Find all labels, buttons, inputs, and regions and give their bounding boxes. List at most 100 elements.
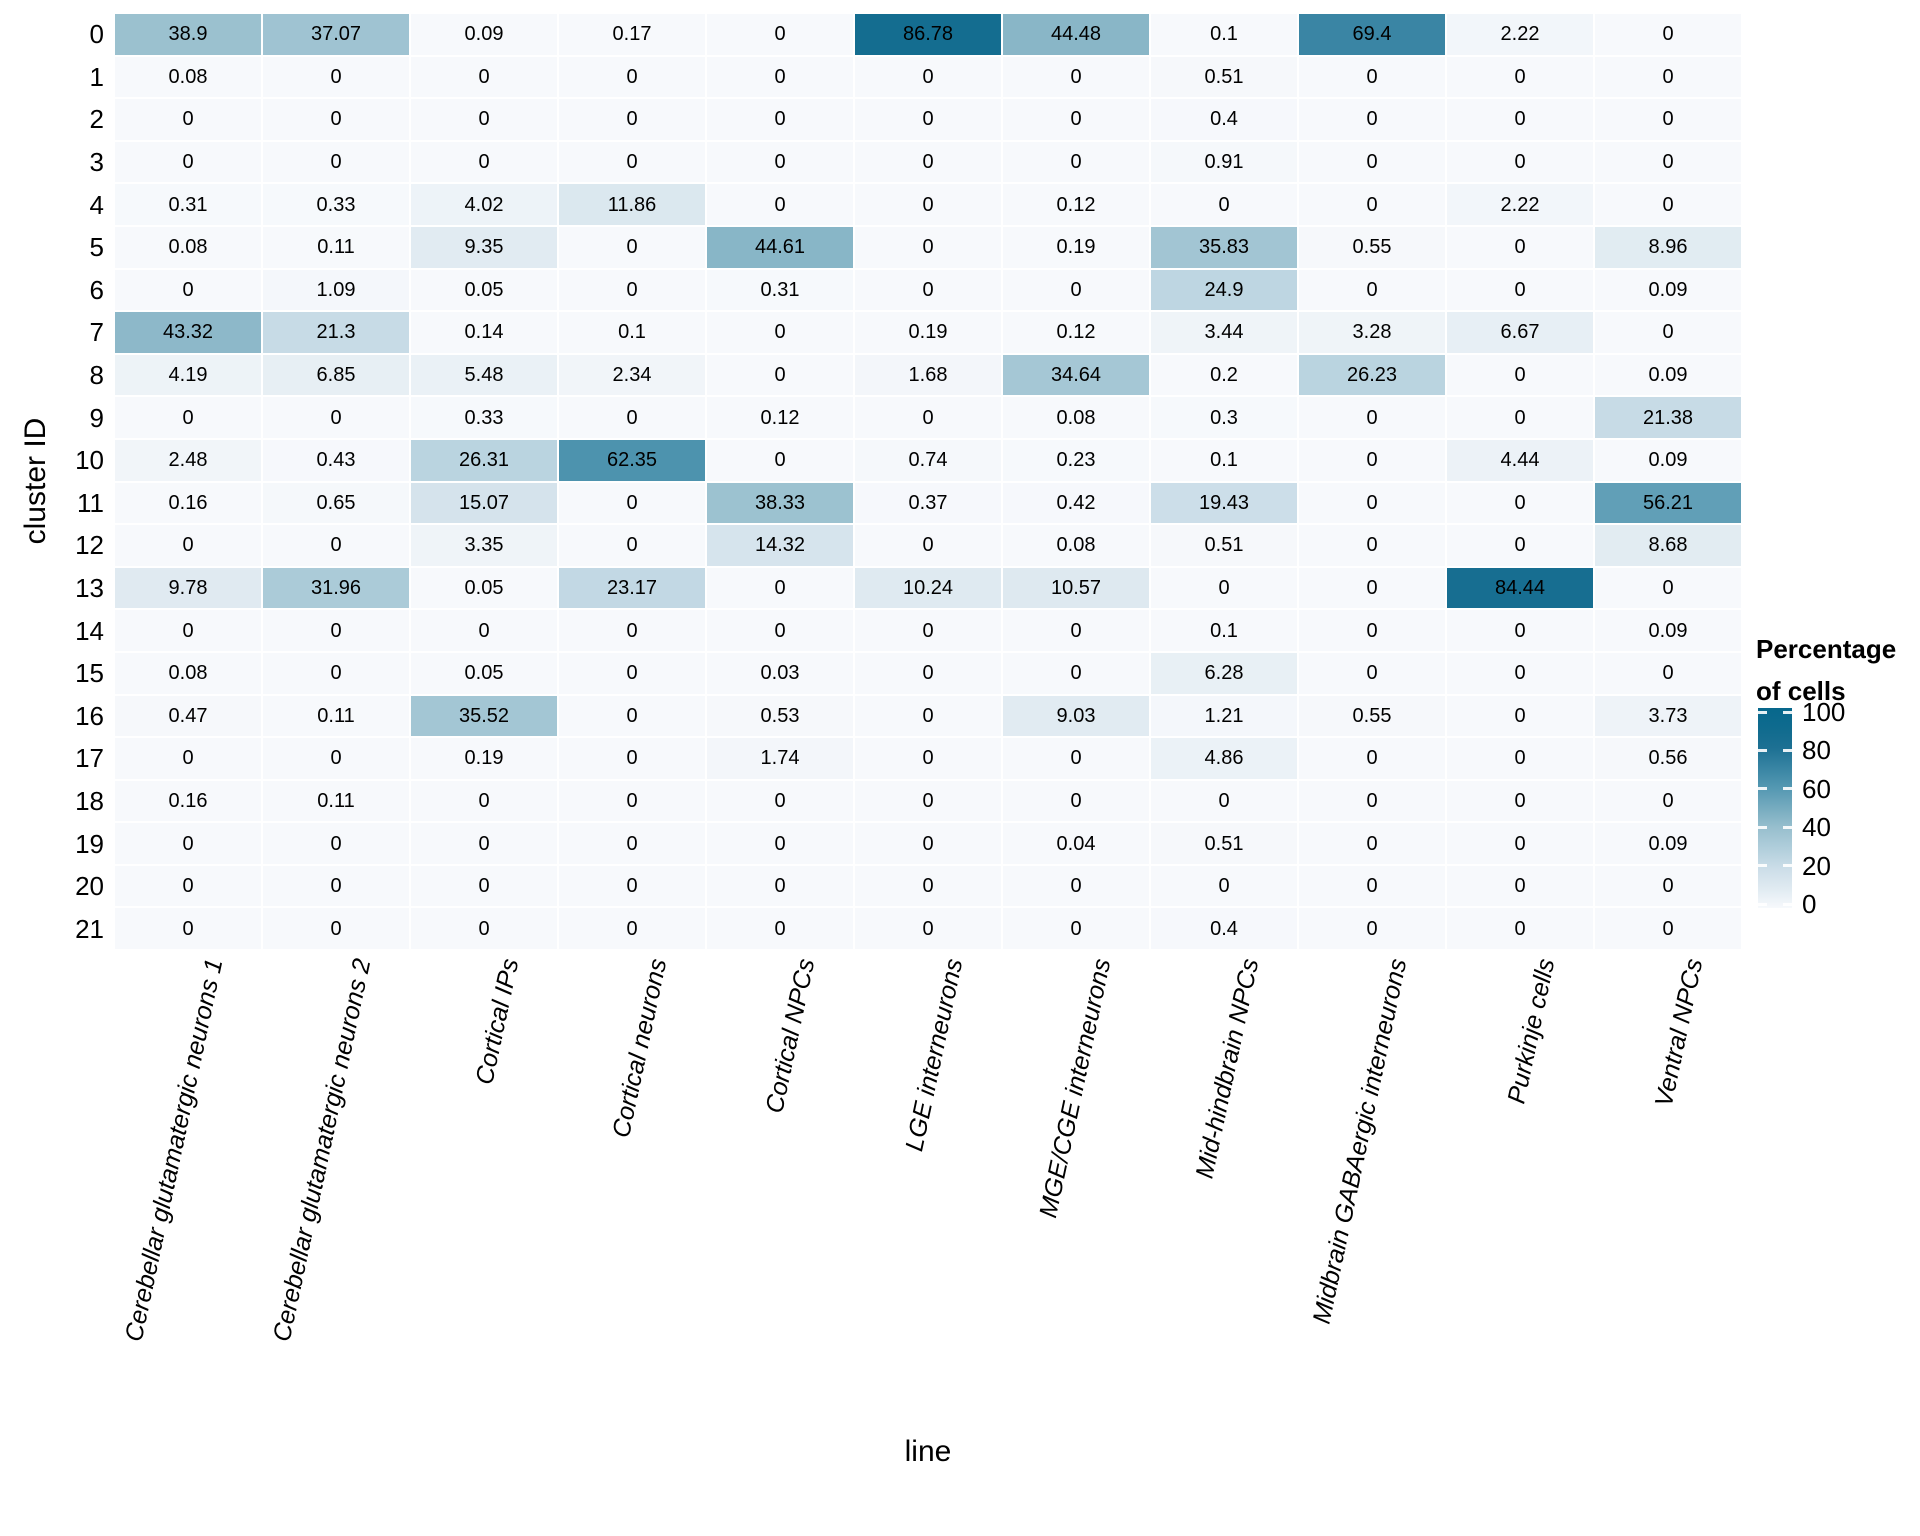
heatmap-cell: 1.68 (855, 354, 1001, 396)
heatmap-cell: 0.3 (1151, 397, 1297, 438)
heatmap-cell: 0.19 (1003, 226, 1149, 268)
legend-tick-mark (1758, 825, 1767, 829)
heatmap-cell: 0 (1299, 397, 1445, 438)
heatmap-cell: 0 (855, 823, 1001, 864)
legend-title-line-2: of cells (1756, 676, 1846, 706)
heatmap-cell: 0.51 (1151, 823, 1297, 864)
heatmap-cell: 8.96 (1595, 226, 1741, 268)
heatmap-cell: 0 (559, 908, 705, 950)
heatmap-cell: 9.03 (1003, 695, 1149, 737)
heatmap-cell: 0.16 (115, 482, 261, 524)
heatmap-cell: 0 (559, 695, 705, 737)
heatmap-cell: 0 (855, 908, 1001, 950)
heatmap-cell: 0 (1299, 482, 1445, 524)
heatmap-cell: 0 (263, 652, 409, 694)
heatmap-cell: 0 (1447, 354, 1593, 396)
heatmap-cell: 0.1 (1151, 610, 1297, 651)
heatmap-cell: 4.44 (1447, 439, 1593, 481)
y-tick-label: 3 (89, 147, 104, 178)
heatmap-cell: 0 (707, 439, 853, 481)
heatmap-cell: 0.37 (855, 482, 1001, 524)
legend-tick-mark (1783, 902, 1792, 906)
x-axis-title: line (904, 1435, 952, 1468)
heatmap-cell: 0 (559, 525, 705, 566)
heatmap-cell: 10.24 (855, 567, 1001, 609)
heatmap-cell: 0 (115, 525, 261, 566)
heatmap-cell: 0 (1003, 99, 1149, 140)
heatmap-cell: 0 (1299, 269, 1445, 311)
heatmap-cell: 0 (263, 141, 409, 183)
heatmap-cell: 0 (855, 780, 1001, 822)
heatmap-cell: 0 (1447, 738, 1593, 779)
heatmap-cell: 0 (263, 865, 409, 907)
legend-tick-label: 60 (1802, 773, 1831, 804)
legend-tick-label: 80 (1802, 735, 1831, 766)
heatmap-cell: 0 (1151, 184, 1297, 225)
heatmap-cell: 19.43 (1151, 482, 1297, 524)
heatmap-cell: 0 (1595, 865, 1741, 907)
heatmap-cell: 0 (559, 482, 705, 524)
legend-tick-mark (1758, 710, 1767, 714)
heatmap-cell: 0 (855, 695, 1001, 737)
heatmap-cell: 6.28 (1151, 652, 1297, 694)
heatmap-cell: 0.09 (1595, 610, 1741, 651)
y-tick-label: 13 (75, 573, 104, 604)
heatmap-cell: 26.23 (1299, 354, 1445, 396)
heatmap-cell: 0.19 (411, 738, 557, 779)
heatmap-cell: 0.08 (115, 652, 261, 694)
legend-tick-mark (1758, 902, 1767, 906)
heatmap-cell: 86.78 (855, 14, 1001, 55)
heatmap-cell: 0 (559, 56, 705, 98)
heatmap-cell: 0.74 (855, 439, 1001, 481)
y-tick-label: 19 (75, 828, 104, 859)
y-tick-label: 7 (89, 317, 104, 348)
heatmap-cell: 0 (707, 823, 853, 864)
heatmap-cell: 26.31 (411, 439, 557, 481)
heatmap-cell: 0.09 (1595, 354, 1741, 396)
heatmap-cell: 44.61 (707, 226, 853, 268)
heatmap-cell: 4.86 (1151, 738, 1297, 779)
heatmap-cell: 0 (1299, 525, 1445, 566)
heatmap-cell: 34.64 (1003, 354, 1149, 396)
heatmap-cell: 0 (855, 56, 1001, 98)
heatmap-cell: 0 (411, 141, 557, 183)
heatmap-cell: 0.33 (411, 397, 557, 438)
heatmap-cell: 6.85 (263, 354, 409, 396)
heatmap-cell: 6.67 (1447, 312, 1593, 353)
heatmap-cell: 0.4 (1151, 908, 1297, 950)
heatmap-cell: 0 (1595, 908, 1741, 950)
legend-tick-mark (1783, 748, 1792, 752)
heatmap-cell: 0 (559, 397, 705, 438)
heatmap-cell: 0 (115, 141, 261, 183)
y-tick-label: 20 (75, 871, 104, 902)
x-tick-label: Cortical neurons (607, 956, 673, 1141)
heatmap-cell: 0 (855, 226, 1001, 268)
heatmap-cell: 0 (115, 610, 261, 651)
heatmap-cell: 0 (1447, 226, 1593, 268)
heatmap-cell: 0.17 (559, 14, 705, 55)
heatmap-cell: 0.91 (1151, 141, 1297, 183)
heatmap-cell: 2.48 (115, 439, 261, 481)
heatmap-cell: 35.83 (1151, 226, 1297, 268)
legend-tick-mark (1783, 787, 1792, 791)
heatmap-cell: 0 (559, 99, 705, 140)
heatmap-cell: 0 (1299, 610, 1445, 651)
heatmap-cell: 0 (1447, 823, 1593, 864)
legend-title-line-1: Percentage (1756, 634, 1897, 664)
legend-tick-label: 20 (1802, 850, 1831, 881)
legend-tick-mark (1758, 864, 1767, 868)
y-tick-label: 4 (89, 189, 104, 220)
heatmap-cell: 0 (707, 780, 853, 822)
heatmap-cell: 0 (559, 865, 705, 907)
heatmap-cell: 2.34 (559, 354, 705, 396)
heatmap-cell: 0 (559, 610, 705, 651)
heatmap-cell: 0 (1299, 738, 1445, 779)
heatmap-cell: 0 (115, 865, 261, 907)
heatmap-cell: 0 (707, 184, 853, 225)
heatmap-cell: 0 (707, 14, 853, 55)
y-tick-label: 21 (75, 913, 104, 944)
heatmap-cell: 0.14 (411, 312, 557, 353)
heatmap-cell: 0 (1151, 780, 1297, 822)
heatmap-cell: 0 (855, 184, 1001, 225)
heatmap-cell: 0.11 (263, 226, 409, 268)
